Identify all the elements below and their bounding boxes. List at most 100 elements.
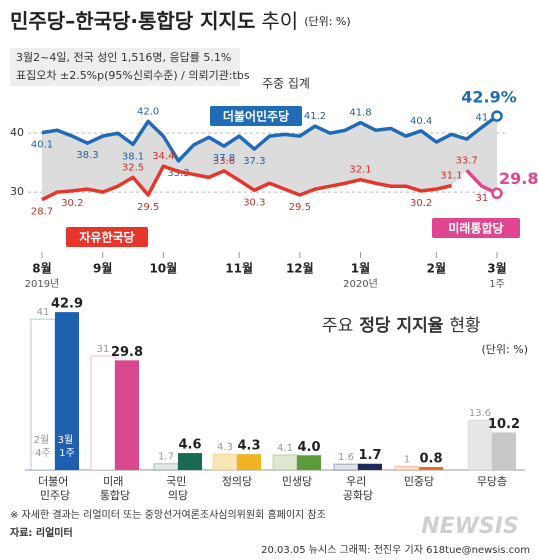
x-tick-label: 더불어 민주당 [38,475,72,502]
gap-area [42,116,497,200]
value-label: 35.3 [167,168,189,179]
legend-tag [66,227,148,247]
tag: 주중 집계 [262,77,310,91]
value-label: 29.8 [111,345,143,360]
x-tick-label: 민생당 [282,475,312,488]
x-tick-label: 무당층 [477,475,507,488]
bar [153,463,179,471]
value-label: 28.7 [31,207,53,218]
bar [394,465,420,471]
legend-tag [432,218,520,238]
value-label: 30.2 [410,198,432,209]
x-tick-label: 8월 [32,261,51,276]
bar [358,463,382,470]
value-label: 37.3 [243,156,265,167]
value-label: 38.1 [122,151,144,162]
line [41,164,452,202]
x-tick-label: 9월 [93,261,112,276]
value-label: 42.0 [137,106,159,117]
value-label: 41.8 [349,108,371,119]
x-tick-label: 3월 [487,261,506,276]
x-tick-label: 10월 [149,261,177,276]
legend-label: 3월 1주 [58,434,77,459]
footer-note: ※ 자세한 결과는 리얼미터 또는 중앙선거여론조사심의위원회 홈페이지 참조 [10,508,326,521]
value-label: 32.1 [349,165,371,176]
bar [212,453,238,471]
x-tick-label: 11월 [225,261,253,276]
note-box [10,48,240,86]
value-label: 31.1 [440,171,462,182]
legend-label: 미래통합당 [448,221,503,236]
value-label: 37.8 [213,153,235,164]
watermark: NEWSIS [421,514,519,539]
bar [492,432,516,470]
end-point [491,187,503,200]
value-label: 41 [475,112,488,123]
value-label: 4.3 [237,439,260,454]
bar-title-b: 정당 지지율 [359,316,443,336]
value-label: 41 [37,307,50,318]
value-label: 40.1 [31,140,53,151]
x-note: 2020년 [343,278,378,290]
x-note: 2019년 [25,278,60,290]
bar [30,318,56,471]
title-suffix: 추이 [261,9,298,33]
value-label: 30.2 [61,198,83,209]
legend-label: 2월 4주 [34,434,53,459]
title-main: 민주당–한국당·통합당 지지도 [10,9,255,33]
y-tick-label: 40 [10,126,24,139]
x-tick-label: 미래 통합당 [100,475,130,502]
end-label: 42.9% [461,88,517,107]
bar [297,455,321,470]
value-label: 4.0 [297,440,320,455]
value-label: 4.1 [277,443,293,454]
bar-unit: (단위: %) [482,343,528,356]
value-label: 4.3 [217,442,233,453]
value-label: 29.5 [289,202,311,213]
y-tick-label: 30 [10,185,24,198]
bar [237,454,261,470]
bar-title-a: 주요 [322,316,353,336]
note: 3월2~4일, 전국 성인 1,516명, 응답률 5.1% [16,50,231,64]
value-label: 10.2 [488,417,520,432]
line [41,114,499,163]
unit: (단위: %) [304,15,350,28]
value-label: 29.5 [137,202,159,213]
x-tick-label: 1월 [351,261,370,276]
value-label: 13.6 [469,408,491,419]
value-label: 40.4 [410,116,432,127]
value-label: 42.9 [51,297,83,312]
title: 민주당–한국당·통합당 지지도 추이 (단위: %) [10,9,351,33]
x-tick-label: 국민 의당 [166,475,190,502]
footer-source: 자료: 리얼미터 [10,526,73,539]
value-label: 41.2 [304,111,326,122]
footer-credit: 20.03.05 뉴시스 그래픽: 전진우 기자 618tue@newsis.c… [261,544,530,556]
note: 표집오차 ±2.5%p(95%신뢰수준) / 의뢰기관:tbs [16,69,250,82]
x-note: 1주 [489,279,505,290]
bar [178,453,202,470]
bar [272,454,298,471]
value-label: 0.8 [419,452,442,467]
legend-tag [210,106,302,126]
value-label: 4.6 [178,438,201,453]
value-label: 32.5 [122,162,144,173]
value-label: 1 [404,454,410,465]
bar [419,467,443,470]
value-label: 1.6 [338,452,354,463]
x-tick-label: 2월 [427,261,446,276]
value-label: 38.3 [76,150,98,161]
bar-title-c: 현황 [449,316,480,336]
value-label: 1.7 [358,448,381,463]
bar [90,355,116,471]
bar [55,312,79,470]
legend-label: 더불어민주당 [223,109,289,124]
x-tick-label: 정의당 [222,475,252,488]
value-label: 31 [475,193,488,204]
x-tick-label: 민중당 [404,475,434,488]
value-label: 30.3 [243,197,265,208]
bar [467,419,493,471]
value-label: 31 [97,344,110,355]
end-label: 29.8% [499,169,538,188]
value-label: 33.6 [213,156,235,167]
